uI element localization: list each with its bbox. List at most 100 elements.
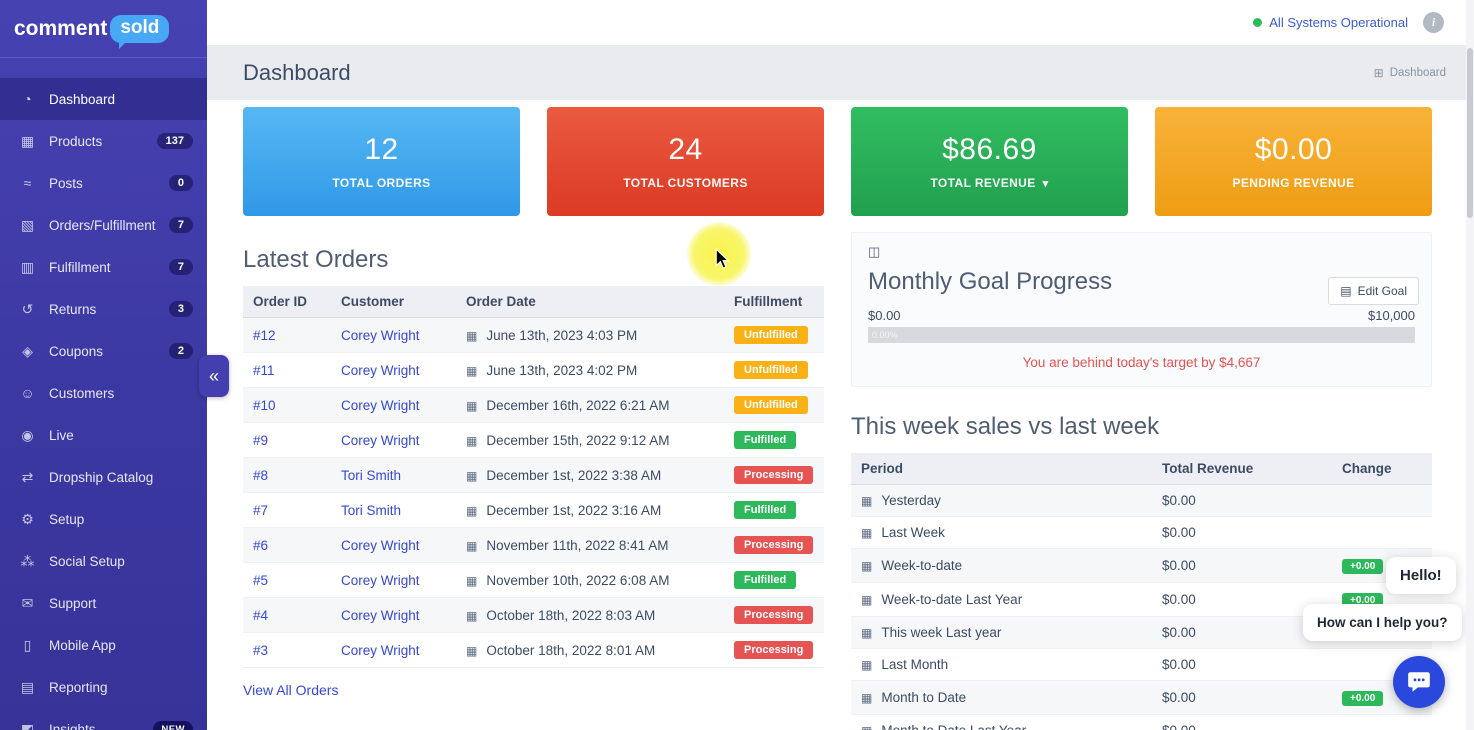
calendar-icon: ▦: [861, 593, 873, 607]
goal-percent: 0.00%: [872, 330, 898, 340]
sidebar-item-support[interactable]: ✉ Support: [0, 582, 207, 624]
sidebar-item-social-setup[interactable]: ⁂ Social Setup: [0, 540, 207, 582]
order-id-link[interactable]: #12: [253, 327, 276, 343]
order-row: #4 Corey Wright ▦ October 18th, 2022 8:03 A…: [243, 597, 824, 633]
sidebar-item-dashboard[interactable]: ◔ Dashboard: [0, 78, 207, 120]
order-row: #3 Corey Wright ▦ October 18th, 2022 8:01 A…: [243, 632, 824, 668]
revenue-value: $0.00: [1152, 648, 1332, 681]
sidebar-item-label: Insights: [49, 721, 96, 730]
reporting-icon: ▤: [20, 678, 35, 695]
order-id-link[interactable]: #5: [253, 572, 269, 588]
goal-scale: $0.00 $10,000: [868, 308, 1415, 323]
scrollbar-thumb[interactable]: [1467, 48, 1473, 218]
calendar-icon: ▦: [861, 691, 873, 705]
calendar-icon: ▦: [861, 724, 872, 730]
sidebar-item-orders-fulfillment[interactable]: ▧ Orders/Fulfillment 7: [0, 204, 207, 246]
breadcrumb-label: Dashboard: [1389, 66, 1446, 79]
info-icon[interactable]: i: [1423, 12, 1444, 33]
customer-link[interactable]: Corey Wright: [341, 572, 420, 588]
calendar-icon: ▦: [466, 573, 478, 588]
chat-greeting-bubble: Hello!: [1386, 557, 1456, 594]
goal-warning-text: You are behind today's target by $4,667: [1022, 355, 1261, 370]
sidebar-item-fulfillment[interactable]: ▥ Fulfillment 7: [0, 246, 207, 288]
customer-link[interactable]: Corey Wright: [341, 432, 420, 448]
stat-value: 24: [668, 133, 703, 166]
order-id-link[interactable]: #7: [253, 502, 269, 518]
view-all-orders-link[interactable]: View All Orders: [243, 682, 339, 698]
customer-link[interactable]: Tori Smith: [341, 467, 402, 483]
calendar-icon: ▦: [466, 538, 478, 553]
sidebar-item-returns[interactable]: ↺ Returns 3: [0, 288, 207, 330]
sidebar-item-mobile-app[interactable]: ▯ Mobile App: [0, 624, 207, 666]
revenue-value: $0.00: [1152, 616, 1332, 649]
order-id-link[interactable]: #4: [253, 607, 269, 623]
customer-link[interactable]: Corey Wright: [341, 537, 420, 553]
sidebar-badge: 137: [156, 133, 193, 149]
sidebar-item-customers[interactable]: ☺ Customers: [0, 372, 207, 414]
customer-link[interactable]: Corey Wright: [341, 397, 420, 413]
fulfillment-badge: Unfulfilled: [734, 396, 808, 414]
revenue-value: $0.00: [1152, 516, 1332, 549]
chat-button[interactable]: [1393, 656, 1445, 708]
goal-min: $0.00: [868, 308, 901, 323]
fulfillment-badge: Processing: [734, 641, 814, 659]
week-row: ▦ Yesterday $0.00: [851, 484, 1432, 517]
week-row: ▦ Last Month $0.00: [851, 648, 1432, 681]
calendar-icon: ▦: [861, 559, 873, 573]
stat-card-total-customers[interactable]: 24 TOTAL CUSTOMERS: [547, 107, 824, 216]
sidebar-item-label: Social Setup: [49, 553, 125, 569]
week-tbody: ▦ Yesterday $0.00 ▦ Last Week $0.00 ▦ Week-to-d…: [851, 484, 1432, 730]
edit-goal-button[interactable]: ▤ Edit Goal: [1328, 277, 1419, 305]
order-id-link[interactable]: #9: [253, 432, 269, 448]
customer-link[interactable]: Tori Smith: [341, 502, 402, 518]
scrollbar[interactable]: [1466, 0, 1474, 730]
fulfillment-badge: Unfulfilled: [734, 326, 808, 344]
sidebar-item-dropship-catalog[interactable]: ⇄ Dropship Catalog: [0, 456, 207, 498]
calendar-icon: ▦: [466, 363, 478, 378]
breadcrumb[interactable]: ⊞ Dashboard: [1374, 66, 1446, 80]
order-row: #12 Corey Wright ▦ June 13th, 2023 4:03 PM U…: [243, 317, 824, 353]
customers-icon: ☺: [20, 385, 35, 401]
sidebar-item-label: Support: [49, 595, 97, 611]
goal-icon: ◫: [868, 244, 881, 259]
system-status[interactable]: All Systems Operational: [1253, 15, 1408, 30]
customer-link[interactable]: Corey Wright: [341, 362, 420, 378]
sidebar-item-setup[interactable]: ⚙ Setup: [0, 498, 207, 540]
calendar-icon: ▦: [861, 626, 873, 640]
customer-link[interactable]: Corey Wright: [341, 642, 420, 658]
sidebar-item-coupons[interactable]: ◈ Coupons 2: [0, 330, 207, 372]
chat-help-bubble[interactable]: How can I help you?: [1303, 604, 1462, 641]
sidebar-item-products[interactable]: ▦ Products 137: [0, 120, 207, 162]
customer-link[interactable]: Corey Wright: [341, 327, 420, 343]
stat-card-total-orders[interactable]: 12 TOTAL ORDERS: [243, 107, 520, 216]
customer-link[interactable]: Corey Wright: [341, 607, 420, 623]
order-id-link[interactable]: #8: [253, 467, 269, 483]
stat-card-total-revenue[interactable]: $86.69 TOTAL REVENUE ▾: [851, 107, 1128, 216]
order-id-link[interactable]: #6: [253, 537, 269, 553]
revenue-value: $0.00: [1152, 484, 1332, 517]
order-id-link[interactable]: #10: [253, 397, 276, 413]
status-dot-icon: [1253, 18, 1263, 27]
page-title: Dashboard: [243, 59, 351, 85]
goal-progress-bar: 0.00%: [868, 327, 1415, 343]
orders-header-row: Order ID Customer Order Date Fulfillment: [243, 286, 824, 318]
mobile-icon: ▯: [23, 636, 32, 653]
revenue-value: $0.00: [1152, 680, 1332, 715]
brand-logo[interactable]: comment sold: [0, 0, 207, 58]
sidebar-item-insights[interactable]: ◩ Insights NEW: [0, 708, 207, 730]
calendar-icon: ▦: [466, 468, 478, 483]
stat-label-text: TOTAL REVENUE: [930, 176, 1036, 190]
stat-card-pending-revenue[interactable]: $0.00 PENDING REVENUE: [1155, 107, 1432, 216]
order-row: #10 Corey Wright ▦ December 16th, 2022 6:21…: [243, 387, 824, 423]
sidebar-item-live[interactable]: ◉ Live: [0, 414, 207, 456]
sidebar-collapse-button[interactable]: «: [199, 355, 229, 397]
goal-max: $10,000: [1368, 308, 1415, 323]
sidebar-item-posts[interactable]: ≈ Posts 0: [0, 162, 207, 204]
sidebar-item-label: Orders/Fulfillment: [49, 217, 156, 233]
sidebar-item-reporting[interactable]: ▤ Reporting: [0, 666, 207, 708]
order-id-link[interactable]: #3: [253, 642, 269, 658]
chat-help-text: How can I help you?: [1317, 615, 1448, 630]
insights-icon: ◩: [20, 720, 35, 730]
chevron-down-icon[interactable]: ▾: [1042, 177, 1049, 190]
order-id-link[interactable]: #11: [253, 362, 275, 378]
